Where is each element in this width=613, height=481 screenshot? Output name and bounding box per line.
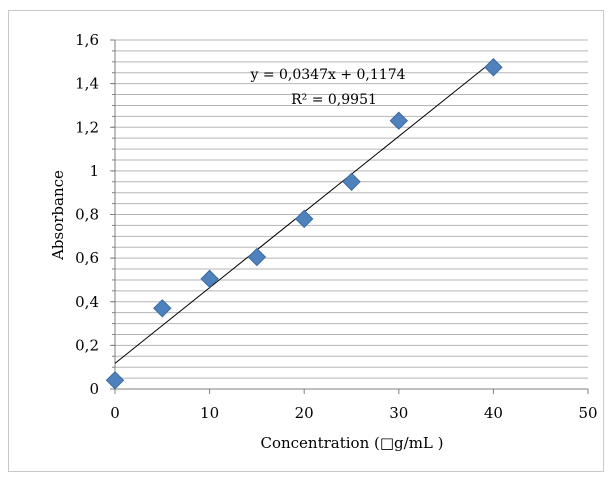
data-points <box>105 58 503 390</box>
data-point-marker <box>200 269 219 289</box>
y-tick-label: 1 <box>89 162 99 180</box>
y-axis-title: Absorbance <box>49 170 67 261</box>
y-tick-label: 1,2 <box>75 118 99 136</box>
data-point-marker <box>342 172 361 191</box>
y-tick-label: 1,6 <box>75 31 99 49</box>
data-point-marker <box>294 209 314 229</box>
chart-frame <box>8 10 604 472</box>
data-point-marker <box>105 371 125 390</box>
axes <box>110 39 589 394</box>
data-point-marker <box>389 111 409 130</box>
r-squared-label: R² = 0,9951 <box>291 92 377 108</box>
x-tick-label: 30 <box>389 404 408 422</box>
y-tick-label: 0,4 <box>75 293 99 311</box>
x-tick-label: 0 <box>110 404 120 422</box>
x-tick-label: 40 <box>484 404 503 422</box>
y-tick-label: 0,8 <box>75 206 99 224</box>
x-tick-label: 10 <box>200 404 219 422</box>
y-tick-label: 0,6 <box>75 249 99 267</box>
x-tick-label: 20 <box>295 404 314 422</box>
x-tick-label: 50 <box>578 404 597 422</box>
y-tick-label: 0,2 <box>75 336 99 354</box>
y-tick-label: 0 <box>89 380 99 398</box>
data-point-marker <box>153 299 172 318</box>
tick-labels: 0 0,2 0,4 0,6 0,8 1 1,2 1,4 1,6 0 10 20 30 40 50 <box>75 31 597 422</box>
y-tick-label: 1,4 <box>75 75 99 93</box>
data-point-marker <box>484 58 503 77</box>
x-axis-title: Concentration (□g/mL ) <box>260 434 443 452</box>
gridlines <box>115 39 588 379</box>
data-point-marker <box>247 247 267 267</box>
trendline-equation: y = 0,0347x + 0,1174 <box>249 67 405 83</box>
